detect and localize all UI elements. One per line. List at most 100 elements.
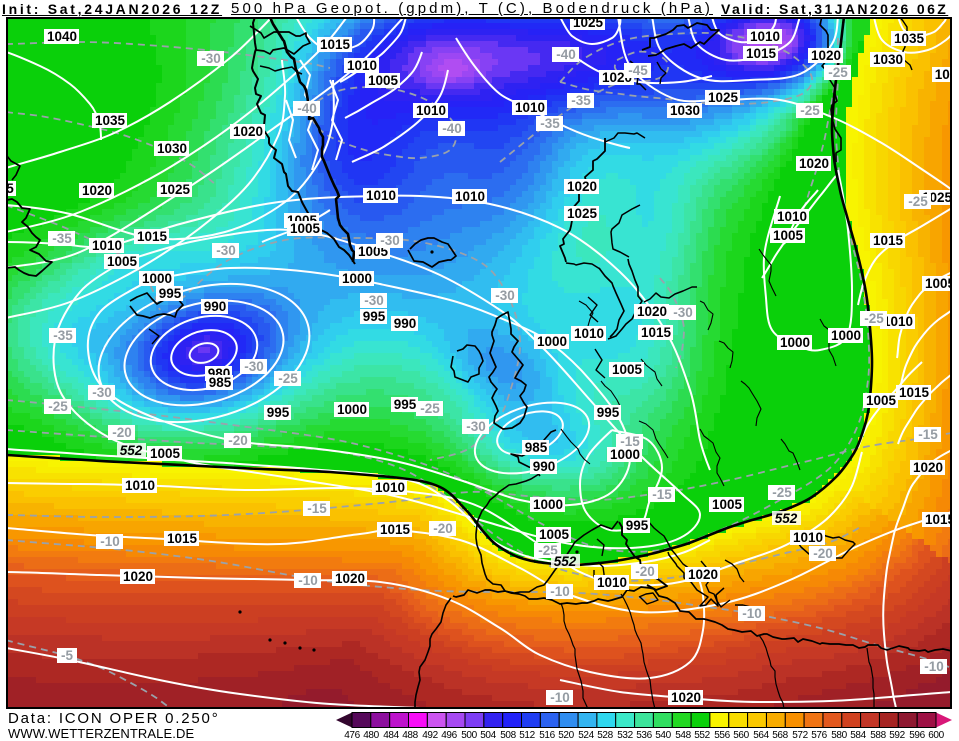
- svg-text:1010: 1010: [92, 238, 122, 253]
- svg-text:-35: -35: [540, 116, 560, 131]
- svg-text:1000: 1000: [780, 335, 810, 350]
- svg-text:1010: 1010: [574, 326, 604, 341]
- svg-text:1005: 1005: [150, 446, 181, 461]
- svg-text:-45: -45: [628, 63, 648, 78]
- svg-text:1020: 1020: [811, 48, 841, 63]
- svg-text:1025: 1025: [567, 206, 598, 221]
- svg-text:1000: 1000: [342, 271, 372, 286]
- svg-text:995: 995: [267, 405, 290, 420]
- svg-text:-25: -25: [48, 399, 68, 414]
- svg-text:588: 588: [870, 730, 886, 741]
- svg-text:520: 520: [558, 730, 574, 741]
- svg-text:1010: 1010: [883, 314, 913, 329]
- svg-text:496: 496: [441, 730, 457, 741]
- svg-text:488: 488: [402, 730, 418, 741]
- svg-text:1020: 1020: [688, 567, 718, 582]
- svg-text:1000: 1000: [537, 334, 567, 349]
- svg-text:1010: 1010: [347, 58, 377, 73]
- svg-text:1010: 1010: [455, 189, 485, 204]
- svg-text:1030: 1030: [873, 52, 903, 67]
- svg-text:1005: 1005: [866, 393, 897, 408]
- svg-text:1015: 1015: [137, 229, 168, 244]
- svg-text:-30: -30: [673, 305, 693, 320]
- svg-text:985: 985: [209, 375, 232, 390]
- svg-text:1005: 1005: [539, 527, 570, 542]
- svg-text:596: 596: [909, 730, 925, 741]
- svg-text:1035: 1035: [95, 113, 126, 128]
- svg-text:-5: -5: [61, 648, 73, 663]
- svg-text:1000: 1000: [610, 447, 640, 462]
- svg-text:1020: 1020: [799, 156, 829, 171]
- svg-text:990: 990: [533, 459, 556, 474]
- svg-text:1015: 1015: [873, 233, 904, 248]
- svg-text:1010: 1010: [515, 100, 545, 115]
- svg-text:492: 492: [422, 730, 438, 741]
- svg-text:572: 572: [792, 730, 808, 741]
- svg-text:-25: -25: [278, 371, 298, 386]
- svg-text:1010: 1010: [597, 575, 627, 590]
- svg-text:1015: 1015: [320, 37, 351, 52]
- svg-text:532: 532: [617, 730, 633, 741]
- svg-text:1010: 1010: [416, 103, 446, 118]
- svg-text:512: 512: [519, 730, 535, 741]
- svg-text:1015: 1015: [746, 46, 777, 61]
- svg-text:995: 995: [363, 309, 386, 324]
- svg-text:1010: 1010: [375, 480, 405, 495]
- svg-text:1010: 1010: [793, 530, 823, 545]
- svg-text:995: 995: [394, 397, 417, 412]
- svg-text:1020: 1020: [567, 179, 597, 194]
- svg-text:-10: -10: [550, 584, 570, 599]
- svg-text:564: 564: [753, 730, 769, 741]
- svg-text:1020: 1020: [233, 124, 263, 139]
- svg-text:480: 480: [363, 730, 379, 741]
- svg-text:1000: 1000: [533, 497, 563, 512]
- svg-text:-35: -35: [52, 231, 72, 246]
- svg-text:1005: 1005: [107, 254, 138, 269]
- svg-text:-20: -20: [433, 521, 453, 536]
- svg-text:-30: -30: [380, 233, 400, 248]
- svg-text:-25: -25: [800, 103, 820, 118]
- svg-text:-15: -15: [620, 434, 640, 449]
- svg-text:-30: -30: [466, 419, 486, 434]
- svg-text:1020: 1020: [637, 304, 667, 319]
- svg-text:-40: -40: [442, 121, 462, 136]
- svg-text:528: 528: [597, 730, 613, 741]
- svg-text:-35: -35: [53, 328, 73, 343]
- svg-text:560: 560: [733, 730, 749, 741]
- svg-text:552: 552: [554, 554, 577, 569]
- svg-text:1025: 1025: [708, 90, 739, 105]
- svg-text:1010: 1010: [750, 29, 780, 44]
- svg-text:-25: -25: [772, 485, 792, 500]
- svg-text:-10: -10: [742, 606, 762, 621]
- svg-text:-25: -25: [828, 65, 848, 80]
- svg-text:1025: 1025: [573, 15, 604, 30]
- svg-text:1005: 1005: [612, 362, 643, 377]
- svg-text:600: 600: [928, 730, 944, 741]
- svg-text:1020: 1020: [123, 569, 153, 584]
- svg-text:1035: 1035: [894, 31, 925, 46]
- svg-text:500: 500: [461, 730, 477, 741]
- svg-text:516: 516: [539, 730, 555, 741]
- svg-text:1040: 1040: [47, 29, 77, 44]
- svg-text:568: 568: [772, 730, 788, 741]
- svg-text:985: 985: [525, 440, 548, 455]
- svg-text:1005: 1005: [368, 73, 399, 88]
- svg-text:-30: -30: [244, 359, 264, 374]
- svg-text:-15: -15: [652, 487, 672, 502]
- svg-text:-35: -35: [571, 93, 591, 108]
- svg-text:552: 552: [120, 443, 143, 458]
- svg-text:1000: 1000: [337, 402, 367, 417]
- svg-text:1015: 1015: [899, 385, 930, 400]
- svg-text:524: 524: [578, 730, 594, 741]
- svg-text:-40: -40: [297, 101, 317, 116]
- svg-text:-10: -10: [100, 534, 120, 549]
- svg-text:995: 995: [626, 518, 649, 533]
- svg-text:1015: 1015: [380, 522, 411, 537]
- svg-text:1005: 1005: [925, 276, 956, 291]
- svg-text:-20: -20: [635, 564, 655, 579]
- svg-text:-30: -30: [201, 51, 221, 66]
- svg-text:1025: 1025: [160, 182, 191, 197]
- svg-text:995: 995: [597, 405, 620, 420]
- svg-text:-30: -30: [92, 385, 112, 400]
- svg-text:-30: -30: [495, 288, 515, 303]
